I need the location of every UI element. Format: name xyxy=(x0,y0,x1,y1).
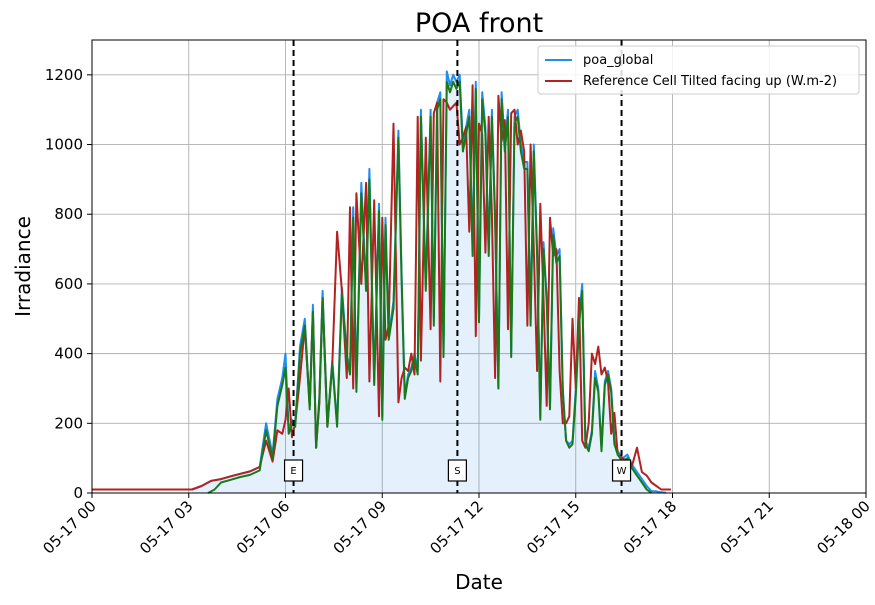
vline-label-S: S xyxy=(454,466,460,477)
legend-label-1: Reference Cell Tilted facing up (W.m-2) xyxy=(583,74,837,89)
vline-label-W: W xyxy=(617,466,627,477)
y-axis-label: Irradiance xyxy=(11,216,35,317)
legend: poa_global Reference Cell Tilted facing u… xyxy=(537,45,860,95)
vline-label-E: E xyxy=(290,466,296,477)
y-tick-label: 1000 xyxy=(45,136,83,154)
x-tick-label: 05-17 15 xyxy=(523,497,583,557)
legend-label-0: poa_global xyxy=(583,53,653,68)
x-tick-label: 05-17 21 xyxy=(717,497,777,557)
y-axis-ticks: 0 200 400 600 800 1000 1200 xyxy=(45,66,92,502)
x-tick-label: 05-17 06 xyxy=(233,497,293,557)
x-tick-label: 05-17 18 xyxy=(620,497,680,557)
x-axis-ticks: 05-17 00 05-17 03 05-17 06 05-17 09 05-17 12… xyxy=(39,493,874,558)
y-tick-label: 0 xyxy=(73,484,83,502)
chart-title: POA front xyxy=(415,8,543,39)
y-tick-label: 600 xyxy=(54,275,83,293)
y-tick-label: 1200 xyxy=(45,66,83,84)
x-tick-label: 05-17 03 xyxy=(136,497,196,557)
vline-box-W xyxy=(611,459,632,482)
legend-box xyxy=(537,45,860,95)
x-axis-label: Date xyxy=(455,570,503,594)
x-tick-label: 05-18 00 xyxy=(813,497,873,557)
y-tick-label: 200 xyxy=(54,414,83,432)
vline-box-S xyxy=(447,459,467,482)
y-tick-label: 400 xyxy=(54,345,83,363)
x-tick-label: 05-17 00 xyxy=(39,497,99,557)
x-tick-label: 05-17 09 xyxy=(330,497,390,557)
y-tick-label: 800 xyxy=(54,205,83,223)
x-tick-label: 05-17 12 xyxy=(426,497,486,557)
vline-box-E xyxy=(283,459,304,482)
